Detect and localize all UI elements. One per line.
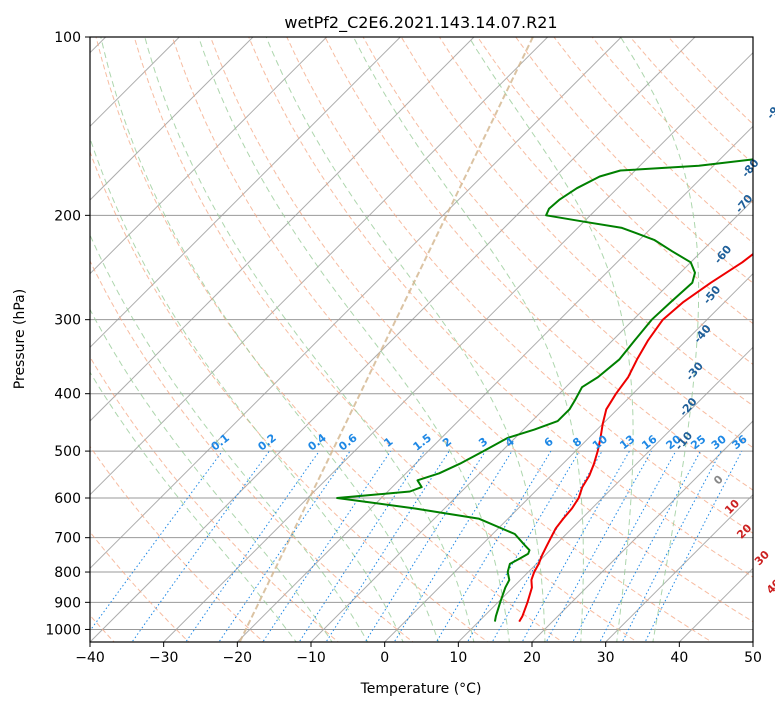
y-tick-label: 600 bbox=[54, 491, 81, 507]
y-tick-label: 100 bbox=[54, 30, 81, 46]
chart-title: wetPf2_C2E6.2021.143.14.07.R21 bbox=[284, 13, 557, 33]
axis-layer: −40 −30 −20 −10 0 10 20 30 40 50 100 200 300 400 500 60… bbox=[45, 30, 762, 666]
mixing-ratio-line bbox=[262, 450, 392, 642]
y-tick-label: 300 bbox=[54, 313, 81, 329]
dry-adiabat-line bbox=[362, 37, 753, 449]
y-tick-label: 200 bbox=[54, 208, 81, 224]
x-tick-label: 20 bbox=[523, 650, 541, 666]
moist-adiabat-line bbox=[90, 233, 369, 642]
dry-adiabat-line bbox=[90, 356, 339, 642]
x-tick-label: 40 bbox=[670, 650, 688, 666]
isotherm-line bbox=[90, 37, 254, 201]
isotherm-line bbox=[236, 125, 753, 642]
temperature-line bbox=[518, 252, 753, 623]
y-tick-label: 500 bbox=[54, 444, 81, 460]
mixing-ratio-line bbox=[364, 450, 486, 642]
dry-adiabat-line bbox=[324, 37, 753, 491]
x-axis-title: Temperature (°C) bbox=[360, 681, 482, 697]
dry-adiabat-line bbox=[90, 445, 265, 642]
mixing-ratio-line bbox=[393, 450, 513, 642]
isotherm-line bbox=[384, 272, 753, 642]
y-tick-label: 900 bbox=[54, 595, 81, 611]
isotherm-line bbox=[605, 493, 753, 642]
mixing-ratio-line bbox=[572, 450, 677, 642]
isotherm-line bbox=[90, 37, 622, 570]
isotherm-line bbox=[90, 37, 475, 422]
x-tick-label: −10 bbox=[296, 650, 326, 666]
moist-adiabat-line bbox=[90, 136, 404, 642]
isotherm-line bbox=[90, 37, 549, 496]
y-tick-label: 800 bbox=[54, 565, 81, 581]
mixing-ratio-line bbox=[325, 450, 450, 642]
isotherm-line bbox=[531, 420, 753, 642]
dry-adiabat-line bbox=[438, 37, 753, 366]
x-tick-label: 10 bbox=[449, 650, 467, 666]
series-layer bbox=[336, 158, 753, 623]
dry-adiabat-line bbox=[90, 150, 489, 642]
x-tick-label: −20 bbox=[223, 650, 253, 666]
moist-adiabat-line bbox=[100, 37, 440, 642]
y-axis-title: Pressure (hPa) bbox=[12, 289, 28, 389]
reference-curve bbox=[238, 37, 534, 642]
isotherm-line bbox=[90, 37, 328, 275]
dewpoint-line bbox=[336, 158, 753, 622]
grid-layer bbox=[90, 37, 753, 642]
moist-adiabat-line bbox=[144, 37, 475, 642]
moist-adiabat-line bbox=[620, 37, 700, 642]
dry-adiabat-line bbox=[210, 37, 753, 623]
isotherm-line bbox=[90, 37, 401, 349]
moist-adiabat-line bbox=[198, 37, 510, 642]
y-tick-label: 400 bbox=[54, 387, 81, 403]
y-tick-label: 1000 bbox=[45, 622, 81, 638]
mixing-ratio-line bbox=[185, 450, 320, 642]
isotherm-label: 40 bbox=[764, 576, 775, 596]
dry-adiabat-line bbox=[90, 259, 414, 642]
moist-adiabat-line bbox=[90, 308, 333, 642]
dry-adiabat-line bbox=[171, 37, 713, 642]
mixing-ratio-line bbox=[90, 450, 223, 632]
dry-adiabat-line bbox=[477, 37, 753, 325]
plot-frame bbox=[89, 36, 754, 643]
dry-adiabat-line bbox=[95, 37, 564, 642]
y-tick-label: 700 bbox=[54, 531, 81, 547]
dry-adiabat-line bbox=[90, 531, 190, 642]
dry-adiabat-line bbox=[286, 37, 753, 534]
mixing-ratio-line bbox=[621, 450, 722, 642]
moist-adiabat-line bbox=[90, 371, 297, 642]
mixing-ratio-line bbox=[298, 450, 425, 642]
mixing-ratio-line bbox=[218, 450, 351, 642]
dry-adiabat-line bbox=[133, 37, 638, 642]
x-tick-label: 50 bbox=[744, 650, 762, 666]
x-tick-label: −30 bbox=[149, 650, 179, 666]
isotherm-line bbox=[457, 346, 753, 642]
x-tick-label: −40 bbox=[75, 650, 105, 666]
mixing-ratio-line bbox=[466, 450, 580, 642]
isotherm-line bbox=[163, 51, 753, 642]
isotherm-line bbox=[310, 199, 753, 642]
x-tick-label: 30 bbox=[597, 650, 615, 666]
isotherm-line bbox=[90, 37, 696, 642]
mixing-ratio-line bbox=[599, 450, 701, 642]
adiabat-label: -90 bbox=[764, 98, 775, 122]
mixing-ratio-line bbox=[131, 450, 270, 642]
x-tick-label: 0 bbox=[380, 650, 389, 666]
moist-adiabat-line bbox=[468, 37, 634, 642]
